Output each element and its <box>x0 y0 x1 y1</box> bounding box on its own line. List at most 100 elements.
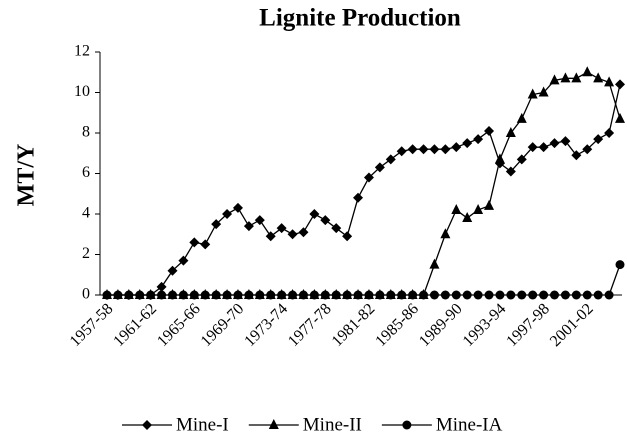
marker <box>462 138 473 149</box>
marker <box>268 419 279 429</box>
marker <box>582 290 592 300</box>
y-tick-label: 0 <box>82 286 90 303</box>
marker <box>222 290 232 300</box>
marker <box>440 144 451 155</box>
marker <box>419 290 429 300</box>
marker <box>189 237 200 248</box>
x-tick-label: 1985-86 <box>372 300 422 350</box>
marker <box>582 144 593 155</box>
marker <box>484 199 495 210</box>
marker <box>528 290 538 300</box>
marker <box>385 154 396 165</box>
marker <box>386 290 396 300</box>
marker <box>200 239 211 250</box>
marker <box>505 127 516 137</box>
x-tick-label: 1957-58 <box>67 300 117 350</box>
marker <box>516 112 527 123</box>
marker <box>527 88 538 99</box>
x-tick-label: 1989-90 <box>416 300 466 350</box>
marker <box>539 290 549 300</box>
marker <box>255 290 265 300</box>
marker <box>211 219 222 230</box>
marker <box>484 290 494 300</box>
marker <box>615 260 625 270</box>
marker <box>320 290 330 300</box>
marker <box>560 72 571 83</box>
marker <box>396 146 407 157</box>
marker <box>342 290 352 300</box>
marker <box>593 134 604 145</box>
marker <box>364 290 374 300</box>
x-tick-label: 1993-94 <box>460 300 510 350</box>
marker <box>494 153 505 164</box>
marker <box>288 290 298 300</box>
x-tick-label: 1977-78 <box>285 300 335 350</box>
marker <box>451 203 462 214</box>
marker <box>243 221 254 232</box>
marker <box>265 231 276 242</box>
marker <box>593 72 604 83</box>
marker <box>429 144 440 155</box>
marker <box>440 290 450 300</box>
marker <box>418 144 429 155</box>
marker <box>549 74 560 85</box>
marker <box>571 150 582 161</box>
marker <box>363 172 374 183</box>
marker <box>178 255 189 266</box>
x-tick-label: 1965-66 <box>154 300 204 350</box>
marker <box>473 203 484 214</box>
legend-label: Mine-II <box>303 414 362 435</box>
marker <box>429 290 439 300</box>
y-tick-label: 12 <box>74 43 90 60</box>
marker <box>113 290 123 300</box>
marker <box>549 138 560 149</box>
marker <box>484 125 495 136</box>
marker <box>298 227 309 238</box>
marker <box>538 86 549 97</box>
marker <box>156 281 167 292</box>
marker <box>408 290 418 300</box>
marker <box>571 290 581 300</box>
x-tick-label: 1961-62 <box>110 300 160 350</box>
marker <box>560 290 570 300</box>
marker <box>200 290 210 300</box>
marker <box>374 162 385 173</box>
marker <box>276 223 287 234</box>
marker <box>244 290 254 300</box>
marker <box>593 290 603 300</box>
marker <box>353 192 364 203</box>
marker <box>309 290 319 300</box>
marker <box>142 420 152 430</box>
y-tick-label: 4 <box>82 205 90 222</box>
marker <box>397 290 407 300</box>
marker <box>473 290 483 300</box>
marker <box>211 290 221 300</box>
legend-label: Mine-IA <box>436 414 503 435</box>
marker <box>375 290 385 300</box>
marker <box>506 290 516 300</box>
marker <box>615 79 625 90</box>
marker <box>135 290 145 300</box>
marker <box>451 290 461 300</box>
marker <box>298 290 308 300</box>
marker <box>309 209 320 219</box>
marker <box>254 215 265 226</box>
marker <box>473 134 484 145</box>
y-tick-label: 2 <box>82 245 90 262</box>
marker <box>124 290 134 300</box>
marker <box>157 290 167 300</box>
marker <box>222 209 233 219</box>
marker <box>167 265 178 276</box>
marker <box>287 229 298 240</box>
marker <box>232 202 243 213</box>
marker <box>331 290 341 300</box>
legend: Mine-I Mine-II Mine-IA <box>122 414 503 435</box>
marker <box>167 290 177 300</box>
marker <box>571 72 582 83</box>
marker <box>353 290 363 300</box>
marker <box>429 258 440 269</box>
marker <box>402 420 412 430</box>
marker <box>277 290 287 300</box>
marker <box>615 112 625 123</box>
